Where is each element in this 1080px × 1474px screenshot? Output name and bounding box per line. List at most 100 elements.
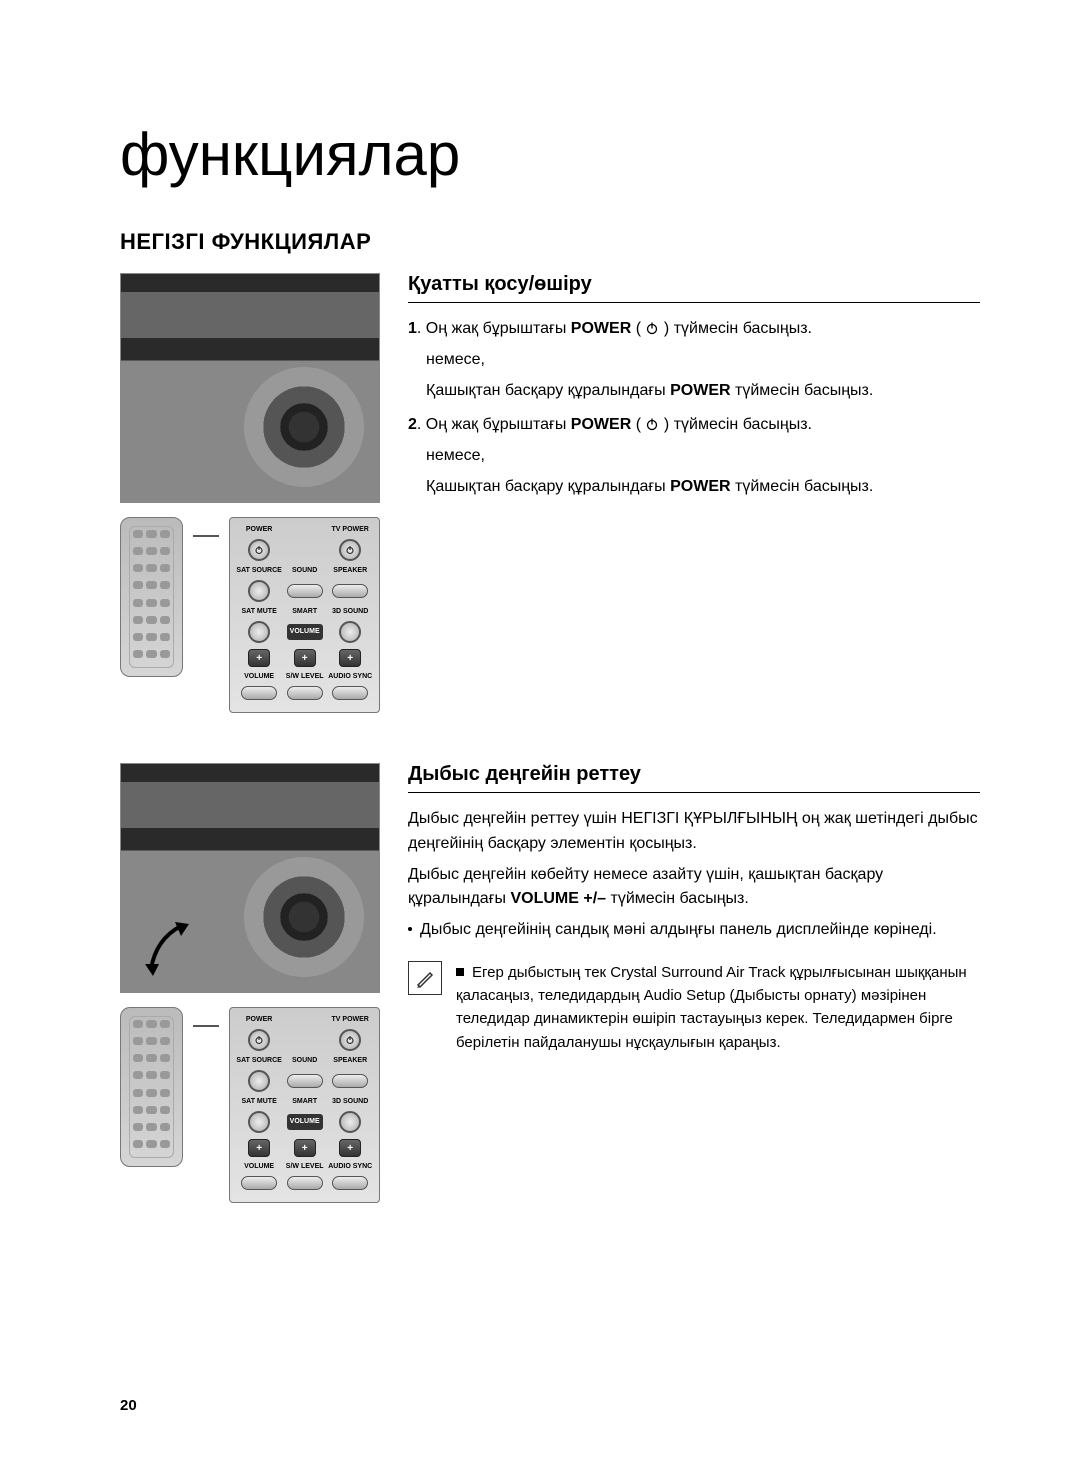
note-block: Егер дыбыстың тек Crystal Surround Air T… [408, 961, 980, 1054]
note-icon [408, 961, 442, 995]
callout-line-icon [193, 1025, 219, 1027]
remote-label-sound: SOUND [282, 1057, 328, 1064]
step-2-text-b: ( [631, 416, 645, 433]
speaker-end-icon [244, 857, 364, 977]
sync-down-icon [332, 1176, 368, 1190]
section-heading: НЕГІЗГІ ФУНКЦИЯЛАР [120, 229, 980, 255]
auto-power-button-icon [332, 1074, 368, 1088]
section-power: POWER TV POWER SAT SOURC [120, 273, 980, 713]
vol-up-icon: + [248, 1139, 270, 1157]
remote-label-sw-level: S/W LEVEL [282, 1163, 328, 1170]
remote-label-sat-mute: SAT MUTE [236, 1098, 282, 1105]
step-2-text-a: . Оң жақ бұрыштағы [417, 416, 571, 433]
volume-label-icon: VOLUME [287, 1114, 323, 1130]
note-text: Егер дыбыстың тек Crystal Surround Air T… [456, 964, 967, 1051]
step-2-num: 2 [408, 416, 417, 433]
note-bullet-icon [456, 968, 464, 976]
step-1-power-word: POWER [571, 320, 631, 337]
remote-label-speaker: SPEAKER [327, 1057, 373, 1064]
remote-label-source: SAT SOURCE [236, 1057, 282, 1064]
step-1-line3-power: POWER [670, 382, 730, 399]
sound3d-button-icon [339, 621, 361, 643]
step-2: 2. Оң жақ бұрыштағы POWER ( ) түймесін б… [408, 413, 980, 499]
sw-down-icon [287, 1176, 323, 1190]
volume-para-2-bold: VOLUME +/– [510, 890, 606, 907]
step-2-line3-power: POWER [670, 478, 730, 495]
remote-small-icon [120, 1007, 183, 1167]
volume-heading: Дыбыс деңгейін реттеу [408, 763, 980, 793]
step-1-line2: немесе, [408, 348, 980, 373]
sync-up-icon: + [339, 649, 361, 667]
remote-label-sat-mute: SAT MUTE [236, 608, 282, 615]
auto-power-button-icon [332, 584, 368, 598]
volume-bullet-1: Дыбыс деңгейінің сандық мәні алдыңғы пан… [408, 918, 980, 943]
step-1-line3-b: түймесін басыңыз. [731, 382, 874, 399]
volume-label-icon: VOLUME [287, 624, 323, 640]
step-2-line3-b: түймесін басыңыз. [731, 478, 874, 495]
vol-down-icon [241, 1176, 277, 1190]
volume-rotate-arrow-icon [141, 914, 201, 984]
remote-label-smart: SMART [282, 608, 328, 615]
source-button-icon [248, 580, 270, 602]
remote-label-volume: VOLUME [236, 1163, 282, 1170]
mute-button-icon [248, 621, 270, 643]
remote-detail-icon: POWER TV POWER SAT SOURC [229, 517, 380, 713]
sw-up-icon: + [294, 649, 316, 667]
remote-label-source: SAT SOURCE [236, 567, 282, 574]
power-heading: Қуатты қосу/өшіру [408, 273, 980, 303]
remote-label-speaker: SPEAKER [327, 567, 373, 574]
tv-power-button-icon [339, 1029, 361, 1051]
step-2-power-word: POWER [571, 416, 631, 433]
effect-button-icon [287, 1074, 323, 1088]
remote-illustration-row-2: POWER TV POWER SAT SOURC [120, 1007, 380, 1203]
remote-label-3d-sound: 3D SOUND [327, 608, 373, 615]
remote-label-volume: VOLUME [236, 673, 282, 680]
callout-line-icon [193, 535, 219, 537]
step-1-line3-a: Қашықтан басқару құралындағы [426, 382, 670, 399]
volume-bullet-1-text: Дыбыс деңгейінің сандық мәні алдыңғы пан… [420, 918, 937, 943]
remote-label-sw-level: S/W LEVEL [282, 673, 328, 680]
step-1-num: 1 [408, 320, 417, 337]
sync-up-icon: + [339, 1139, 361, 1157]
sync-down-icon [332, 686, 368, 700]
mute-button-icon [248, 1111, 270, 1133]
power-icon [645, 321, 659, 335]
vol-down-icon [241, 686, 277, 700]
product-illustration-2 [120, 763, 380, 993]
power-icon [645, 417, 659, 431]
step-1-text-c: ) түймесін басыңыз. [659, 320, 812, 337]
bullet-icon [408, 927, 412, 931]
power-button-icon [248, 1029, 270, 1051]
step-1-text-b: ( [631, 320, 645, 337]
sw-up-icon: + [294, 1139, 316, 1157]
remote-label-3d-sound: 3D SOUND [327, 1098, 373, 1105]
vol-up-icon: + [248, 649, 270, 667]
step-2-text-c: ) түймесін басыңыз. [659, 416, 812, 433]
remote-detail-icon-2: POWER TV POWER SAT SOURC [229, 1007, 380, 1203]
remote-label-tv-power: TV POWER [327, 526, 373, 533]
remote-label-smart: SMART [282, 1098, 328, 1105]
product-illustration [120, 273, 380, 503]
remote-small-icon [120, 517, 183, 677]
step-1-text-a: . Оң жақ бұрыштағы [417, 320, 571, 337]
sw-down-icon [287, 686, 323, 700]
step-2-line3-a: Қашықтан басқару құралындағы [426, 478, 670, 495]
page-number: 20 [120, 1397, 137, 1414]
remote-label-audio-sync: AUDIO SYNC [327, 673, 373, 680]
page-title: функциялар [120, 120, 980, 189]
remote-illustration-row: POWER TV POWER SAT SOURC [120, 517, 380, 713]
sound3d-button-icon [339, 1111, 361, 1133]
power-button-icon [248, 539, 270, 561]
volume-para-1: Дыбыс деңгейін реттеу үшін НЕГІЗГІ ҚҰРЫЛ… [408, 807, 980, 857]
step-2-line2: немесе, [408, 444, 980, 469]
speaker-end-icon [244, 367, 364, 487]
remote-label-audio-sync: AUDIO SYNC [327, 1163, 373, 1170]
source-button-icon [248, 1070, 270, 1092]
remote-label-power: POWER [236, 1016, 282, 1023]
effect-button-icon [287, 584, 323, 598]
volume-para-2b: түймесін басыңыз. [606, 890, 749, 907]
remote-label-power: POWER [236, 526, 282, 533]
step-1: 1. Оң жақ бұрыштағы POWER ( ) түймесін б… [408, 317, 980, 403]
section-volume: POWER TV POWER SAT SOURC [120, 763, 980, 1203]
remote-label-tv-power: TV POWER [327, 1016, 373, 1023]
